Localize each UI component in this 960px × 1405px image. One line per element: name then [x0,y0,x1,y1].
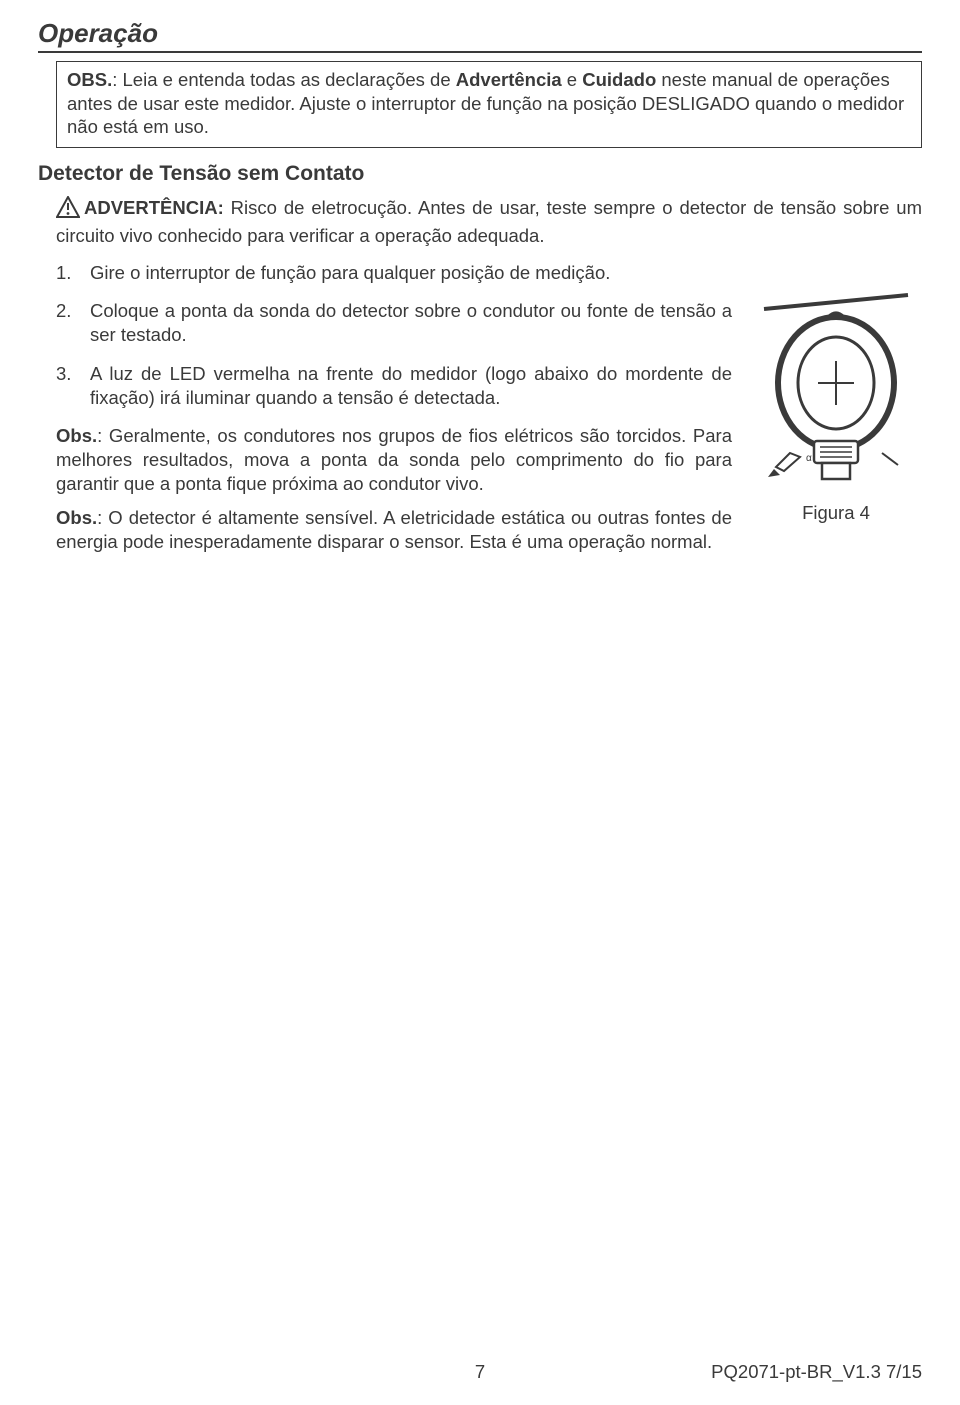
note-box: OBS.: Leia e entenda todas as declaraçõe… [56,61,922,148]
note-text-1: : Leia e entenda todas as declarações de [112,69,456,90]
figure-column: α Figura 4 [750,261,922,524]
obs-label: Obs. [56,425,97,446]
step-text: A luz de LED vermelha na frente do medid… [90,362,732,410]
note-bold-1: Advertência [456,69,562,90]
svg-text:α: α [806,453,812,464]
warning-icon [56,196,80,224]
clamp-meter-figure: α [750,291,922,486]
figure-caption: Figura 4 [750,502,922,524]
obs2-text: : O detector é altamente sensível. A ele… [56,507,732,552]
step-number: 2. [56,299,90,347]
obs-paragraph-1: Obs.: Geralmente, os condutores nos grup… [56,424,732,496]
obs1-text: : Geralmente, os condutores nos grupos d… [56,425,732,494]
steps-list: 1. Gire o interruptor de função para qua… [56,261,732,409]
step-text: Gire o interruptor de função para qualqu… [90,261,732,285]
list-item: 3. A luz de LED vermelha na frente do me… [56,362,732,410]
list-item: 2. Coloque a ponta da sonda do detector … [56,299,732,347]
page-title: Operação [38,18,922,53]
warning-block: ADVERTÊNCIA: Risco de eletrocução. Antes… [56,196,922,247]
note-bold-2: Cuidado [582,69,656,90]
step-number: 1. [56,261,90,285]
page-footer: 7 PQ2071-pt-BR_V1.3 7/15 [38,1361,922,1383]
list-item: 1. Gire o interruptor de função para qua… [56,261,732,285]
section-heading: Detector de Tensão sem Contato [38,162,922,186]
footer-doc-id: PQ2071-pt-BR_V1.3 7/15 [711,1361,922,1383]
step-number: 3. [56,362,90,410]
obs-paragraph-2: Obs.: O detector é altamente sensível. A… [56,506,732,554]
obs-label: Obs. [56,507,97,528]
step-text: Coloque a ponta da sonda do detector sob… [90,299,732,347]
note-mid: e [562,69,583,90]
text-column: 1. Gire o interruptor de função para qua… [56,261,732,553]
content-row: 1. Gire o interruptor de função para qua… [56,261,922,553]
warning-label: ADVERTÊNCIA: [84,197,224,218]
note-label: OBS. [67,69,112,90]
footer-page-number: 7 [475,1361,485,1383]
